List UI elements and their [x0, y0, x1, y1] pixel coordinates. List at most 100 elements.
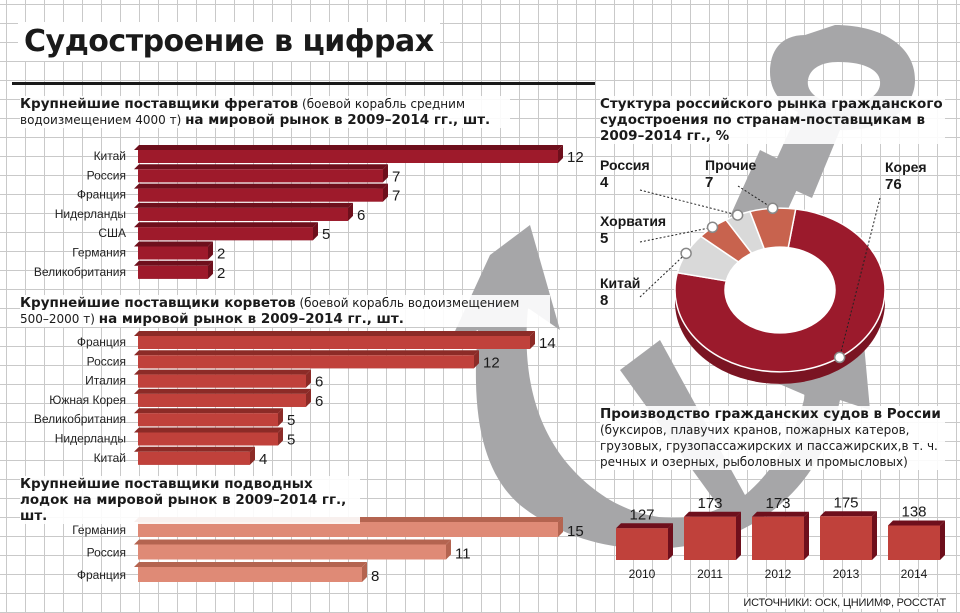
bar-top: [134, 369, 311, 375]
submarine-bars: Германия 15 Россия 11 Франция 8: [72, 517, 584, 585]
bar-value-label: 6: [357, 207, 365, 224]
column-side: [872, 511, 877, 560]
column-year-label: 2013: [833, 567, 860, 581]
column: [616, 528, 668, 560]
corvettes-title-tail: на мировой рынок в 2009–2014 гг., шт.: [98, 311, 404, 327]
bar-value-label: 14: [539, 335, 556, 352]
column-value-label: 173: [765, 495, 790, 512]
bar-category-label: Германия: [72, 523, 126, 537]
frigates-title-bold: Крупнейшие поставщики фрегатов: [20, 96, 299, 112]
source-note: ИСТОЧНИКИ: ОСК, ЦНИИМФ, РОССТАТ: [743, 597, 946, 609]
donut-value: 5: [600, 230, 608, 247]
bar-value-label: 7: [392, 168, 400, 185]
callout-line: [639, 189, 738, 216]
bar-value-label: 11: [455, 546, 471, 563]
donut-label: Китай: [600, 275, 640, 291]
bar-top: [134, 446, 255, 452]
frigates-title-rest: (боевой корабль средним водоизмещением 4…: [20, 97, 465, 127]
page-title: Судостроение в цифрах: [18, 22, 440, 61]
bar-value-label: 5: [322, 226, 330, 243]
callout-line: [639, 252, 687, 298]
bar-top: [134, 222, 318, 228]
bar-top: [134, 562, 367, 567]
title-rule: [12, 82, 595, 85]
bar-category-label: Китай: [94, 451, 126, 465]
corvettes-title-bold: Крупнейшие поставщики корветов: [20, 295, 296, 311]
bar: [138, 227, 313, 241]
bar-value-label: 4: [259, 451, 267, 468]
production-bars: 127 2010 173 2011 173 2012 175 2013 138 2014: [616, 494, 945, 581]
donut-value: 8: [600, 292, 608, 309]
frigate-bars: Китай 12 Россия 7 Франция 7 Нидерланды 6 США 5 Гер…: [34, 145, 584, 282]
bar-value-label: 2: [217, 246, 225, 263]
bar: [138, 432, 278, 446]
submarines-title: Крупнейшие поставщики подводных лодок на…: [20, 476, 360, 524]
bar-top: [134, 427, 283, 433]
callout-dot: [731, 209, 744, 221]
bar: [138, 150, 558, 163]
bar-top: [134, 350, 479, 356]
corvettes-title: Крупнейшие поставщики корветов (боевой к…: [20, 295, 550, 327]
column-side: [736, 511, 741, 560]
callout-line: [639, 226, 713, 243]
bar: [138, 567, 362, 582]
bar-top: [134, 183, 388, 189]
bar-category-label: США: [98, 226, 126, 240]
column-top: [820, 511, 877, 517]
bar: [138, 451, 250, 465]
column: [752, 516, 804, 560]
bar: [138, 207, 348, 221]
bar-top: [134, 388, 311, 394]
column-value-label: 138: [901, 504, 926, 521]
bar-top: [134, 408, 283, 414]
column-top: [684, 511, 741, 517]
bar-value-label: 15: [567, 523, 584, 540]
column: [888, 525, 940, 560]
bar-category-label: Италия: [85, 374, 126, 388]
bar-category-label: Франция: [77, 568, 126, 582]
donut-value: 4: [600, 174, 609, 191]
donut-title-text: Стуктура российского рынка гражданского …: [600, 96, 943, 144]
donut-label: Корея: [885, 159, 927, 175]
bar: [138, 265, 208, 279]
bar-category-label: Южная Корея: [49, 393, 126, 407]
bar-category-label: Франция: [77, 188, 126, 202]
production-title-bold: Производство гражданских судов в России: [600, 406, 941, 422]
column-year-label: 2012: [765, 567, 792, 581]
callout-dot: [766, 202, 779, 215]
donut-hole: [725, 247, 835, 333]
column-year-label: 2011: [697, 567, 723, 581]
donut-title: Стуктура российского рынка гражданского …: [600, 96, 945, 144]
bar-top: [134, 539, 451, 545]
bar: [138, 522, 558, 537]
column-year-label: 2010: [629, 567, 656, 581]
bar-value-label: 8: [371, 568, 379, 585]
column-value-label: 127: [629, 506, 654, 523]
production-subtitle: (буксиров, плавучих кранов, пожарных кат…: [600, 423, 938, 469]
frigates-title: Крупнейшие поставщики фрегатов (боевой к…: [20, 96, 510, 128]
bar-top: [134, 241, 213, 247]
column-year-label: 2014: [901, 567, 928, 581]
bar-category-label: Россия: [87, 354, 126, 368]
bar-value-label: 6: [315, 393, 323, 410]
bar: [138, 169, 383, 183]
bar-top: [134, 202, 353, 208]
bar-category-label: Китай: [94, 149, 126, 163]
column-side: [668, 523, 673, 560]
callout-line: [839, 197, 881, 358]
bar-top: [134, 164, 388, 170]
bar: [138, 374, 306, 388]
bar-category-label: Нидерланды: [55, 207, 126, 221]
bar-category-label: Германия: [72, 246, 126, 260]
bar-category-label: Великобритания: [34, 412, 126, 426]
bar: [138, 413, 278, 427]
column: [684, 516, 736, 560]
callout-dot: [680, 247, 692, 260]
production-title: Производство гражданских судов в России …: [600, 406, 945, 470]
bar: [138, 188, 383, 202]
bar-category-label: Россия: [87, 546, 126, 560]
column: [820, 516, 872, 560]
column-top: [888, 520, 945, 526]
bar-value-label: 7: [392, 188, 400, 205]
callout-dot: [833, 351, 846, 364]
